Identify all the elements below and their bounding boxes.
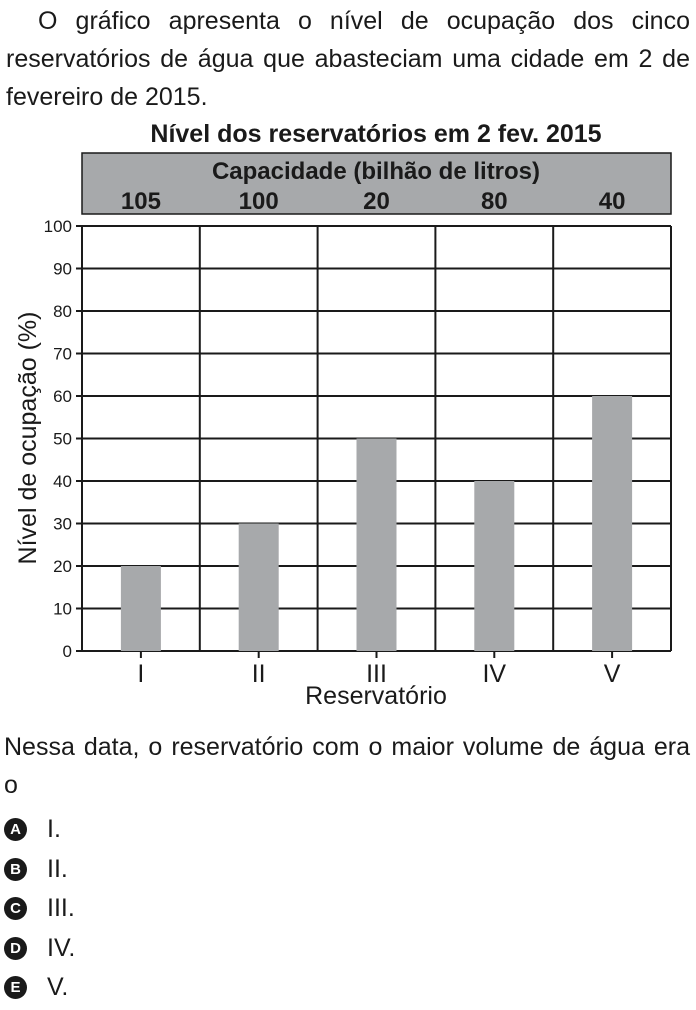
y-tick-label: 70 bbox=[53, 345, 72, 364]
y-tick-label: 30 bbox=[53, 515, 72, 534]
x-tick-label: V bbox=[604, 660, 621, 688]
y-axis-label: Nível de ocupação (%) bbox=[14, 312, 42, 565]
option-d[interactable]: D IV. bbox=[4, 929, 75, 969]
y-tick-label: 40 bbox=[53, 472, 72, 491]
y-tick-label: 10 bbox=[53, 600, 72, 619]
bar-I bbox=[120, 566, 161, 651]
option-c-badge: C bbox=[4, 897, 27, 921]
intro-text: O gráfico apresenta o nível de ocupação … bbox=[6, 7, 690, 111]
option-c[interactable]: C III. bbox=[4, 889, 75, 929]
capacity-value: 100 bbox=[239, 188, 279, 215]
x-tick-label: IV bbox=[482, 660, 506, 688]
option-c-text: III. bbox=[47, 894, 75, 923]
question-text: Nessa data, o reservatório com o maior v… bbox=[4, 733, 690, 799]
option-b-text: II. bbox=[47, 854, 68, 883]
capacity-value: 20 bbox=[363, 188, 390, 215]
x-tick-labels: I II III IV V bbox=[137, 660, 620, 688]
x-tick-label: I bbox=[137, 660, 144, 688]
y-tick-label: 90 bbox=[53, 260, 72, 279]
capacity-value: 105 bbox=[121, 188, 161, 215]
option-b-badge: B bbox=[4, 857, 27, 881]
option-e-badge: E bbox=[4, 976, 27, 1000]
option-d-text: IV. bbox=[47, 933, 76, 962]
y-tick-label: 100 bbox=[44, 217, 72, 236]
bars bbox=[120, 396, 633, 651]
option-e[interactable]: E V. bbox=[4, 968, 75, 1008]
option-d-badge: D bbox=[4, 936, 27, 960]
option-e-text: V. bbox=[47, 973, 69, 1002]
bar-III bbox=[356, 438, 397, 651]
option-a[interactable]: A I. bbox=[4, 810, 75, 850]
y-tick-label: 20 bbox=[53, 557, 72, 576]
capacity-values: 105 100 20 80 40 bbox=[121, 188, 626, 215]
capacity-header-band bbox=[81, 152, 672, 215]
chart-title: Nível dos reservatórios em 2 fev. 2015 bbox=[150, 120, 601, 148]
reservoir-chart: Nível dos reservatórios em 2 fev. 2015 C… bbox=[14, 120, 672, 710]
bar-V bbox=[592, 396, 633, 651]
answer-options: A I. B II. C III. D IV. E V. bbox=[4, 810, 75, 1008]
y-tick-labels: 0 10 20 30 40 50 60 70 80 90 100 bbox=[44, 217, 72, 661]
capacity-header-title: Capacidade (bilhão de litros) bbox=[212, 158, 540, 185]
x-tick-label: III bbox=[366, 660, 387, 688]
capacity-value: 40 bbox=[599, 188, 626, 215]
y-tick-label: 50 bbox=[53, 430, 72, 449]
capacity-value: 80 bbox=[481, 188, 508, 215]
x-axis-label: Reservatório bbox=[305, 682, 447, 710]
bar-II bbox=[238, 523, 279, 651]
bar-IV bbox=[474, 481, 515, 651]
option-a-badge: A bbox=[4, 818, 27, 842]
y-tick-label: 60 bbox=[53, 387, 72, 406]
option-b[interactable]: B II. bbox=[4, 850, 75, 890]
option-a-text: I. bbox=[47, 815, 61, 844]
y-tick-label: 0 bbox=[63, 642, 72, 661]
chart-grid bbox=[76, 225, 672, 658]
y-tick-label: 80 bbox=[53, 302, 72, 321]
x-tick-label: II bbox=[252, 660, 266, 688]
